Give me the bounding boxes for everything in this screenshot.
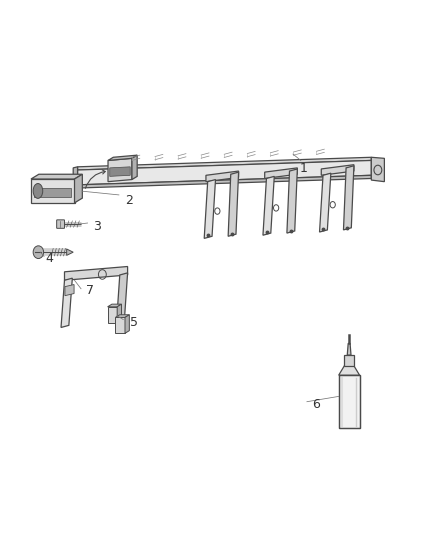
Polygon shape (31, 174, 82, 179)
Polygon shape (78, 175, 371, 188)
Ellipse shape (33, 183, 43, 198)
Text: 4: 4 (45, 252, 53, 265)
Polygon shape (73, 167, 78, 189)
Polygon shape (110, 167, 130, 176)
Polygon shape (67, 249, 73, 255)
Polygon shape (108, 158, 132, 182)
Text: 5: 5 (130, 316, 138, 329)
Polygon shape (116, 317, 125, 333)
Polygon shape (228, 172, 239, 236)
Polygon shape (61, 278, 72, 327)
Polygon shape (320, 173, 331, 232)
Text: 1: 1 (300, 162, 307, 175)
Polygon shape (64, 266, 127, 280)
Polygon shape (108, 304, 121, 307)
Polygon shape (339, 366, 360, 375)
Polygon shape (65, 285, 74, 296)
Polygon shape (116, 315, 129, 317)
Polygon shape (321, 165, 354, 175)
Polygon shape (132, 155, 137, 180)
Polygon shape (263, 176, 274, 235)
Polygon shape (339, 375, 360, 428)
Polygon shape (371, 157, 385, 182)
Text: 7: 7 (86, 284, 94, 297)
Polygon shape (344, 355, 354, 366)
Polygon shape (347, 343, 351, 355)
Polygon shape (78, 157, 371, 170)
Text: 6: 6 (313, 398, 321, 411)
Text: 2: 2 (125, 193, 133, 207)
FancyBboxPatch shape (57, 220, 64, 228)
Polygon shape (206, 171, 239, 182)
Polygon shape (265, 168, 297, 179)
Polygon shape (287, 169, 297, 233)
Polygon shape (125, 315, 129, 333)
Text: 3: 3 (93, 220, 101, 233)
Polygon shape (343, 166, 354, 230)
Polygon shape (78, 160, 371, 185)
Polygon shape (108, 307, 117, 322)
Polygon shape (116, 273, 127, 326)
Polygon shape (117, 304, 121, 322)
Circle shape (33, 246, 44, 259)
Polygon shape (35, 188, 71, 197)
Polygon shape (204, 180, 215, 238)
Polygon shape (31, 179, 74, 203)
Polygon shape (74, 174, 82, 203)
Polygon shape (108, 155, 137, 160)
